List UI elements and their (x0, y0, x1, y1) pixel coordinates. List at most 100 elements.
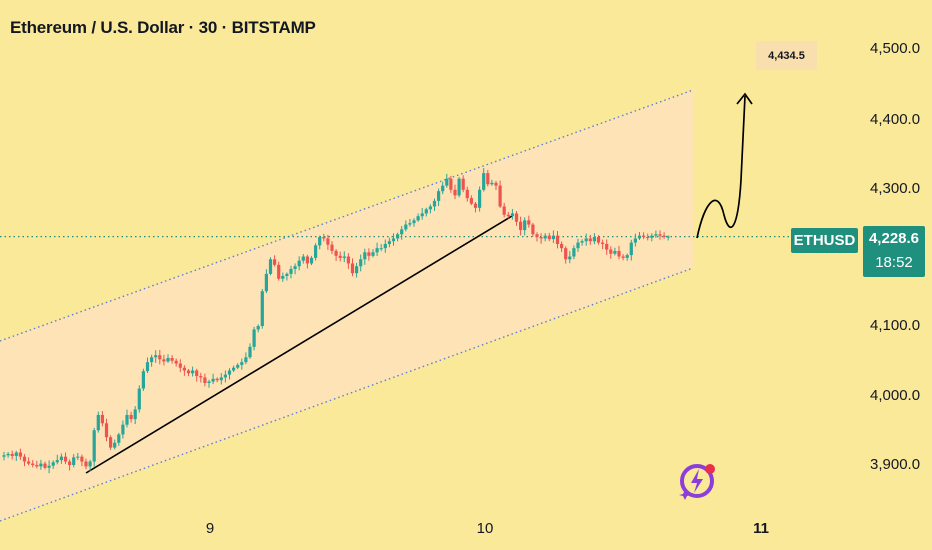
candle (96, 411, 100, 433)
candle-body (326, 238, 330, 245)
candle-body (523, 220, 527, 231)
candle (236, 363, 240, 370)
candle (330, 241, 334, 255)
candle-body (31, 463, 35, 465)
candle-body (191, 370, 195, 374)
candle-body (285, 273, 289, 276)
candle (22, 454, 27, 467)
candle-body (14, 452, 18, 456)
candle-body (207, 381, 211, 383)
time-scale-label: 11 (753, 520, 769, 537)
candle-body (355, 266, 359, 274)
candle-body (359, 259, 363, 267)
candle (2, 451, 6, 461)
candle-body (629, 242, 633, 256)
candle-body (63, 456, 68, 462)
candle (506, 211, 510, 219)
candle-body (379, 248, 383, 250)
candle-body (100, 414, 104, 424)
candle (59, 453, 63, 464)
candle (416, 213, 420, 222)
candle (658, 230, 662, 240)
price-scale-label: 4,300.0 (870, 180, 920, 197)
candle (219, 373, 223, 385)
candle (531, 222, 535, 237)
candle-body (350, 263, 355, 274)
candle (6, 452, 10, 458)
candle-body (170, 357, 174, 361)
candle (39, 459, 43, 470)
candle (10, 450, 14, 460)
candle (408, 218, 412, 227)
candle-body (514, 213, 519, 222)
trend-line[interactable] (85, 215, 513, 474)
candle-body (232, 367, 236, 371)
candle-body (387, 241, 391, 244)
candle (396, 232, 400, 242)
candle-body (51, 462, 55, 466)
candle-body (289, 269, 293, 274)
price-scale-label: 4,000.0 (870, 387, 920, 404)
channel-lower-line[interactable] (0, 267, 694, 522)
target-price-label[interactable]: 4,434.5 (756, 41, 817, 70)
candle (84, 458, 88, 470)
candle-body (588, 238, 592, 242)
candle (191, 366, 195, 377)
channel-upper-line[interactable] (0, 89, 694, 342)
candle-body (117, 434, 121, 443)
candle (510, 208, 514, 220)
candle (170, 355, 174, 364)
candle (514, 211, 519, 226)
candle-body (642, 235, 646, 238)
candle-body (309, 257, 314, 264)
candle-body (338, 255, 342, 258)
candle-body (486, 173, 490, 185)
candle-body (80, 456, 84, 462)
candle-body (437, 191, 441, 201)
candle (613, 247, 617, 256)
candle (560, 241, 564, 252)
candle-body (449, 178, 453, 190)
candle-body (137, 388, 141, 410)
candle (498, 180, 502, 208)
candle (178, 359, 182, 373)
time-scale[interactable]: 9 10 11 (206, 520, 769, 537)
channel-fill (0, 90, 693, 521)
candle-body (10, 453, 14, 456)
candle-body (502, 206, 506, 215)
candle-body (457, 178, 461, 196)
candle (305, 254, 309, 269)
candle (346, 253, 350, 269)
candle (453, 184, 457, 200)
candle (551, 230, 555, 244)
candle (355, 262, 359, 278)
candle (117, 432, 121, 446)
candle-body (539, 237, 543, 239)
candle-body (375, 248, 379, 253)
candle (215, 377, 219, 383)
candle (199, 372, 203, 383)
candle-body (141, 371, 145, 389)
candle (654, 230, 658, 238)
candle (555, 230, 560, 249)
candle (494, 180, 498, 191)
candle (486, 170, 490, 187)
price-scale[interactable]: 4,500.0 4,400.0 4,300.0 4,100.0 4,000.0 3,900… (870, 40, 920, 473)
candle-body (432, 200, 437, 207)
candle (588, 234, 592, 245)
candle (88, 459, 92, 472)
candle-body (560, 243, 564, 249)
candle-body (174, 360, 178, 364)
candle-body (223, 374, 227, 378)
price-scale-label: 4,500.0 (870, 40, 920, 57)
projection-arrow-path[interactable] (696, 95, 746, 239)
candle (260, 288, 264, 329)
candle (277, 261, 281, 281)
candle-body (535, 234, 539, 238)
candle-body (478, 189, 482, 208)
candle (109, 435, 113, 450)
candle (248, 343, 252, 359)
candle-body (18, 452, 22, 457)
candle (289, 265, 293, 279)
